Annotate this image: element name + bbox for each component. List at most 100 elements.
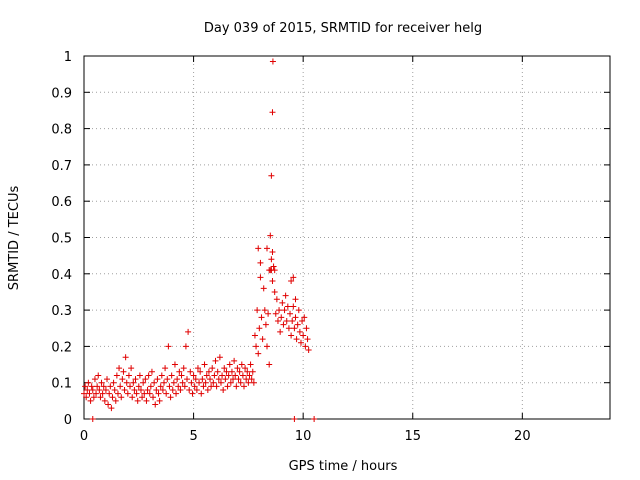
data-point	[208, 383, 215, 390]
data-point	[221, 365, 228, 372]
data-point	[238, 361, 245, 368]
data-point	[151, 379, 158, 386]
data-point	[193, 386, 200, 393]
data-point	[133, 390, 140, 397]
data-point	[256, 325, 263, 332]
y-tick-label: 0.3	[51, 304, 72, 319]
data-point	[259, 336, 266, 343]
x-tick-label: 20	[514, 429, 531, 444]
data-point	[230, 376, 237, 383]
x-tick-label: 0	[80, 429, 88, 444]
data-point	[251, 332, 258, 339]
y-tick-label: 0.2	[51, 340, 72, 355]
data-point	[155, 390, 162, 397]
data-point	[165, 343, 172, 350]
data-point	[87, 397, 94, 404]
y-tick-label: 0.4	[51, 268, 72, 283]
data-point	[225, 372, 232, 379]
data-point	[288, 332, 295, 339]
data-point	[175, 383, 182, 390]
data-point	[110, 379, 117, 386]
data-point	[160, 379, 167, 386]
data-point	[224, 383, 231, 390]
y-tick-label: 1	[64, 50, 72, 65]
data-point	[88, 383, 95, 390]
data-point	[277, 328, 284, 335]
data-point	[231, 357, 238, 364]
data-point	[141, 390, 148, 397]
data-point	[202, 379, 209, 386]
data-point	[268, 172, 275, 179]
data-point	[157, 383, 164, 390]
data-point	[268, 256, 275, 263]
data-point	[98, 379, 105, 386]
data-point	[162, 365, 169, 372]
y-tick-label: 0.5	[51, 232, 72, 247]
data-point	[132, 376, 139, 383]
data-point	[219, 372, 226, 379]
data-point	[186, 386, 193, 393]
data-point	[99, 390, 106, 397]
x-tick-label: 5	[189, 429, 197, 444]
data-point	[123, 379, 130, 386]
x-tick-label: 10	[295, 429, 312, 444]
data-point	[212, 357, 219, 364]
data-point	[189, 390, 196, 397]
data-point	[159, 386, 166, 393]
data-point	[292, 296, 299, 303]
data-point	[240, 383, 247, 390]
data-point	[213, 383, 220, 390]
data-point	[197, 368, 204, 375]
data-point	[114, 390, 121, 397]
data-point	[85, 379, 92, 386]
data-point	[89, 386, 96, 393]
data-point	[177, 386, 184, 393]
data-point	[271, 267, 278, 274]
data-point	[280, 321, 287, 328]
data-point	[174, 376, 181, 383]
data-point	[143, 397, 150, 404]
data-point	[113, 372, 120, 379]
data-point	[220, 386, 227, 393]
data-point	[163, 390, 170, 397]
data-point	[279, 299, 286, 306]
data-point	[168, 372, 175, 379]
data-point	[152, 401, 159, 408]
data-point	[244, 368, 251, 375]
data-point	[188, 379, 195, 386]
data-point	[131, 386, 138, 393]
data-point	[178, 372, 185, 379]
data-point	[215, 376, 222, 383]
data-point	[169, 386, 176, 393]
data-point	[109, 394, 116, 401]
data-point	[191, 383, 198, 390]
data-point	[243, 376, 250, 383]
data-point	[134, 397, 141, 404]
data-point	[203, 372, 210, 379]
data-point	[156, 397, 163, 404]
data-point	[173, 390, 180, 397]
data-point	[214, 368, 221, 375]
x-tick-label: 15	[404, 429, 421, 444]
data-point	[171, 361, 178, 368]
data-point	[120, 368, 127, 375]
data-point	[265, 310, 272, 317]
data-point	[150, 394, 157, 401]
data-point	[257, 274, 264, 281]
data-point	[269, 278, 276, 285]
data-point	[285, 325, 292, 332]
data-point	[257, 259, 264, 266]
data-point	[253, 343, 260, 350]
data-point	[260, 285, 267, 292]
data-point	[101, 397, 108, 404]
data-point	[255, 245, 262, 252]
data-point	[249, 368, 256, 375]
data-point	[130, 379, 137, 386]
data-point	[148, 368, 155, 375]
data-point	[190, 372, 197, 379]
data-point	[216, 354, 223, 361]
data-point	[282, 292, 289, 299]
data-point	[86, 390, 93, 397]
data-point	[95, 372, 102, 379]
